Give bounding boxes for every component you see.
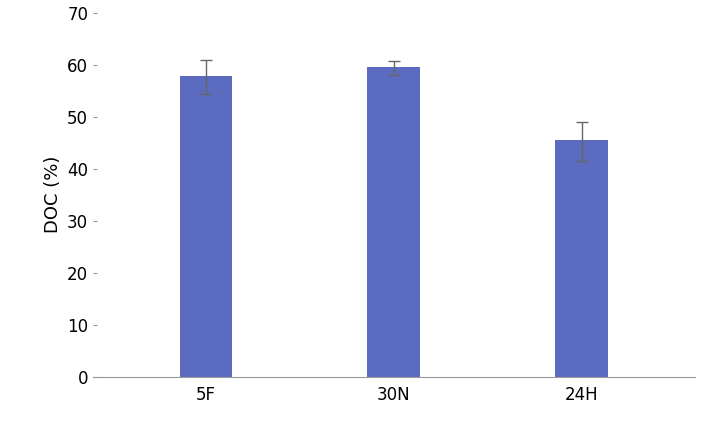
Bar <box>180 76 232 377</box>
Bar <box>556 140 608 377</box>
Bar <box>367 68 420 377</box>
Y-axis label: DOC (%): DOC (%) <box>44 156 62 233</box>
